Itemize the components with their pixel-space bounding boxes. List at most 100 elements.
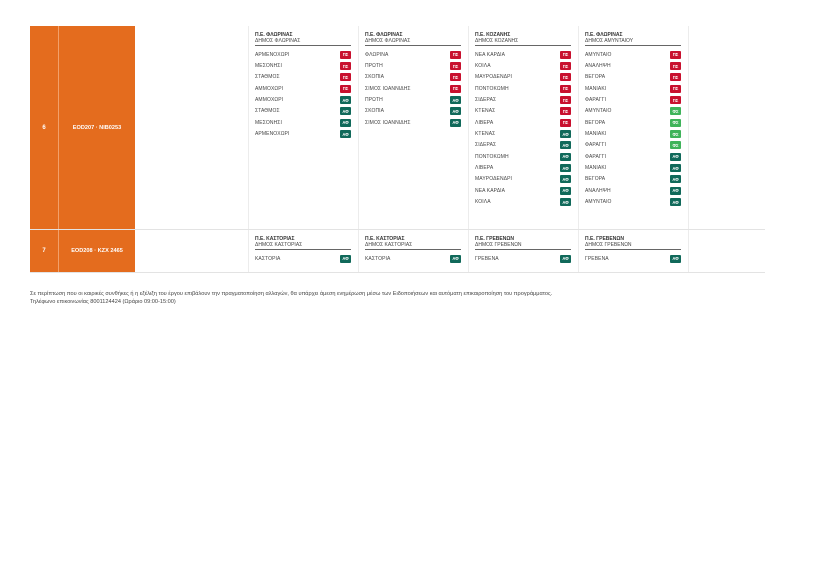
stop-item: ΑΡΜΕΝΟΧΩΡΙ ΠΣ [255,49,351,60]
stop-item: ΜΑΝΙΑΚΙ ΑΦ [585,162,681,173]
zone-municipality: ΔΗΜΟΣ ΦΛΩΡΙΝΑΣ [255,38,351,46]
direction-badge: ΠΣ [340,73,351,82]
stop-item: ΠΡΩΤΗ ΑΦ [365,94,461,105]
direction-badge: ΑΦ [340,107,351,116]
zone-area: Π.Ε. ΚΑΣΤΟΡΙΑΣ [365,236,405,242]
direction-badge: ΠΣ [560,96,571,105]
zone-cell: Π.Ε. ΚΟΖΑΝΗΣ ΔΗΜΟΣ ΚΟΖΑΝΗΣ ΝΕΑ ΚΑΡΔΙΑ ΠΣ ΚΟΙ… [469,26,579,229]
zone-area: Π.Ε. ΦΛΩΡΙΝΑΣ [365,32,403,38]
stop-item: ΜΑΝΙΑΚΙ ΠΣ [585,83,681,94]
stop-item: ΓΡΕΒΕΝΑ ΑΦ [585,253,681,264]
row-number: 7 [30,230,58,272]
zone-cell: Π.Ε. ΚΑΣΤΟΡΙΑΣ ΔΗΜΟΣ ΚΑΣΤΟΡΙΑΣ ΚΑΣΤΟΡΙΑ ΑΦ [249,230,359,272]
stop-name: ΜΕΣΟΝΗΣΙ [255,63,282,70]
empty-cell [135,26,249,229]
stop-name: ΣΙΔΕΡΑΣ [475,142,497,149]
stop-name: ΚΤΕΝΑΣ [475,108,496,115]
zone-area: Π.Ε. ΓΡΕΒΕΝΩΝ [585,236,624,242]
zone-municipality: ΔΗΜΟΣ ΚΑΣΤΟΡΙΑΣ [255,242,351,250]
stop-item: ΣΤΑΘΜΟΣ ΠΣ [255,72,351,83]
stop-name: ΜΑΝΙΑΚΙ [585,165,607,172]
stop-name: ΑΝΑΛΗΨΗ [585,63,611,70]
stop-item: ΜΑΥΡΟΔΕΝΔΡΙ ΑΦ [475,174,571,185]
stop-item: ΣΚΟΠΙΑ ΑΦ [365,106,461,117]
empty-cell [135,230,249,272]
stop-name: ΦΑΡΑΓΓΙ [585,153,607,160]
vehicle-id: EOD208 · KZX 2465 [58,230,135,272]
zone-cell: Π.Ε. ΓΡΕΒΕΝΩΝ ΔΗΜΟΣ ΓΡΕΒΕΝΩΝ ΓΡΕΒΕΝΑ ΑΦ [469,230,579,272]
stop-name: ΒΕΓΟΡΑ [585,119,606,126]
zone-area: Π.Ε. ΚΑΣΤΟΡΙΑΣ [255,236,295,242]
note-line-1: Σε περίπτωση που οι καιρικές συνθήκες ή … [30,291,553,297]
direction-badge: ΠΣ [450,50,461,59]
stop-item: ΝΕΑ ΚΑΡΔΙΑ ΑΦ [475,185,571,196]
stop-name: ΜΑΝΙΑΚΙ [585,131,607,138]
stop-item: ΑΝΑΛΗΨΗ ΑΦ [585,185,681,196]
direction-badge: ΦΣ [670,107,681,116]
stop-name: ΒΕΓΟΡΑ [585,176,606,183]
stop-item: ΣΤΑΘΜΟΣ ΑΦ [255,106,351,117]
direction-badge: ΠΣ [450,62,461,71]
direction-badge: ΠΣ [670,62,681,71]
direction-badge: ΑΦ [450,96,461,105]
direction-badge: ΠΣ [450,84,461,93]
stop-item: ΒΕΓΟΡΑ ΑΦ [585,174,681,185]
zone-municipality: ΔΗΜΟΣ ΓΡΕΒΕΝΩΝ [585,242,681,250]
stop-name: ΓΡΕΒΕΝΑ [475,255,499,262]
stop-name: ΒΕΓΟΡΑ [585,74,606,81]
stop-item: ΣΚΟΠΙΑ ΠΣ [365,72,461,83]
stop-item: ΝΕΑ ΚΑΡΔΙΑ ΠΣ [475,49,571,60]
direction-badge: ΠΣ [340,50,351,59]
direction-badge: ΑΦ [560,198,571,207]
zone-cell: Π.Ε. ΚΑΣΤΟΡΙΑΣ ΔΗΜΟΣ ΚΑΣΤΟΡΙΑΣ ΚΑΣΤΟΡΙΑ ΑΦ [359,230,469,272]
stop-name: ΑΝΑΛΗΨΗ [585,187,611,194]
note-line-2: Τηλέφωνο επικοινωνίας 8001124424 (Ωράριο… [30,299,176,305]
stop-item: ΣΙΜΟΣ ΙΩΑΝΝΙΔΗΣ ΑΦ [365,117,461,128]
direction-badge: ΑΦ [560,254,571,263]
direction-badge: ΑΦ [450,118,461,127]
stop-name: ΣΚΟΠΙΑ [365,108,385,115]
stop-item: ΜΕΣΟΝΗΣΙ ΑΦ [255,117,351,128]
stop-item: ΚΤΕΝΑΣ ΠΣ [475,106,571,117]
stop-name: ΣΚΟΠΙΑ [365,74,385,81]
stop-item: ΚΤΕΝΑΣ ΑΦ [475,128,571,139]
stop-item: ΠΡΩΤΗ ΠΣ [365,60,461,71]
direction-badge: ΠΣ [670,84,681,93]
stop-item: ΚΑΣΤΟΡΙΑ ΑΦ [255,253,351,264]
direction-badge: ΑΦ [670,175,681,184]
stop-item: ΦΑΡΑΓΓΙ ΠΣ [585,94,681,105]
direction-badge: ΦΣ [670,141,681,150]
stop-name: ΑΜΜΟΧΩΡΙ [255,85,284,92]
stop-item: ΜΑΥΡΟΔΕΝΔΡΙ ΠΣ [475,72,571,83]
stop-name: ΜΑΝΙΑΚΙ [585,85,607,92]
direction-badge: ΠΣ [670,73,681,82]
stop-name: ΚΑΣΤΟΡΙΑ [255,255,281,262]
stop-item: ΑΜΥΝΤΑΙΟ ΑΦ [585,196,681,207]
stop-item: ΜΕΣΟΝΗΣΙ ΠΣ [255,60,351,71]
zone-cell: Π.Ε. ΦΛΩΡΙΝΑΣ ΔΗΜΟΣ ΦΛΩΡΙΝΑΣ ΑΡΜΕΝΟΧΩΡΙ ΠΣ Μ… [249,26,359,229]
direction-badge: ΑΦ [670,186,681,195]
vehicle-id: EOD207 · NIB0253 [58,26,135,229]
zone-area: Π.Ε. ΦΛΩΡΙΝΑΣ [585,32,623,38]
direction-badge: ΑΦ [560,130,571,139]
stop-item: ΛΙΒΕΡΑ ΠΣ [475,117,571,128]
zone-municipality: ΔΗΜΟΣ ΓΡΕΒΕΝΩΝ [475,242,571,250]
stop-name: ΦΑΡΑΓΓΙ [585,97,607,104]
stop-item: ΑΜΜΟΧΩΡΙ ΠΣ [255,83,351,94]
stop-name: ΓΡΕΒΕΝΑ [585,255,609,262]
direction-badge: ΑΦ [340,96,351,105]
zone-municipality: ΔΗΜΟΣ ΚΑΣΤΟΡΙΑΣ [365,242,461,250]
stop-name: ΦΑΡΑΓΓΙ [585,142,607,149]
direction-badge: ΠΣ [560,50,571,59]
direction-badge: ΠΣ [340,62,351,71]
stop-name: ΚΟΙΛΑ [475,199,491,206]
stop-name: ΣΤΑΘΜΟΣ [255,108,280,115]
stop-name: ΜΑΥΡΟΔΕΝΔΡΙ [475,176,513,183]
stop-item: ΠΟΝΤΟΚΩΜΗ ΑΦ [475,151,571,162]
direction-badge: ΑΦ [340,254,351,263]
stop-item: ΜΑΝΙΑΚΙ ΦΣ [585,128,681,139]
stop-item: ΚΑΣΤΟΡΙΑ ΑΦ [365,253,461,264]
direction-badge: ΠΣ [560,73,571,82]
stop-name: ΑΜΜΟΧΩΡΙ [255,97,284,104]
direction-badge: ΑΦ [560,164,571,173]
